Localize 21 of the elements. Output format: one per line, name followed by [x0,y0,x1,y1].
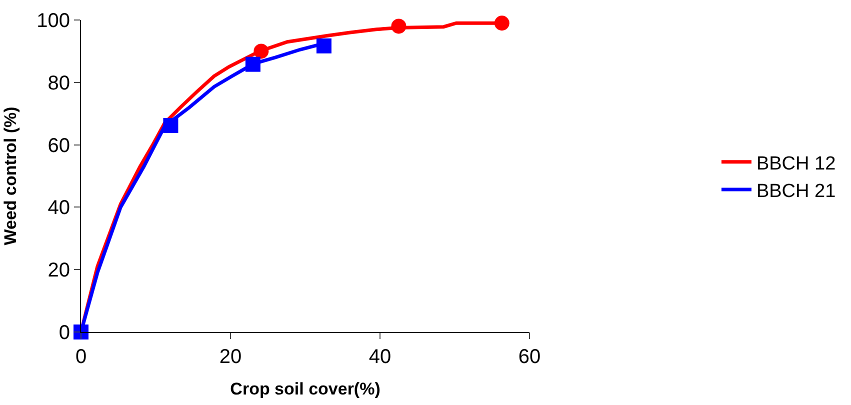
y-tick-label: 60 [48,134,70,157]
point [74,324,88,340]
x-tick-label: 60 [518,346,541,368]
y-axis-title: Weed control (%) [1,106,20,246]
x-axis-title: Crop soil cover(%) [230,379,380,398]
point [254,44,269,59]
point [391,18,406,34]
y-tick-label: 80 [48,72,70,94]
point [316,38,332,54]
x-tick-label: 20 [219,346,242,368]
x-tick-label: 0 [75,346,87,368]
point [245,56,260,72]
y-tick-label: 100 [36,10,70,32]
x-tick-label: 40 [368,346,392,368]
y-tick-label: 20 [48,260,70,282]
legend-label: BBCH 21 [756,180,836,202]
point [494,16,510,31]
y-tick-label: 40 [48,197,70,220]
legend-label: BBCH 12 [756,153,836,174]
point [163,118,178,133]
y-tick-label: 0 [58,322,70,344]
